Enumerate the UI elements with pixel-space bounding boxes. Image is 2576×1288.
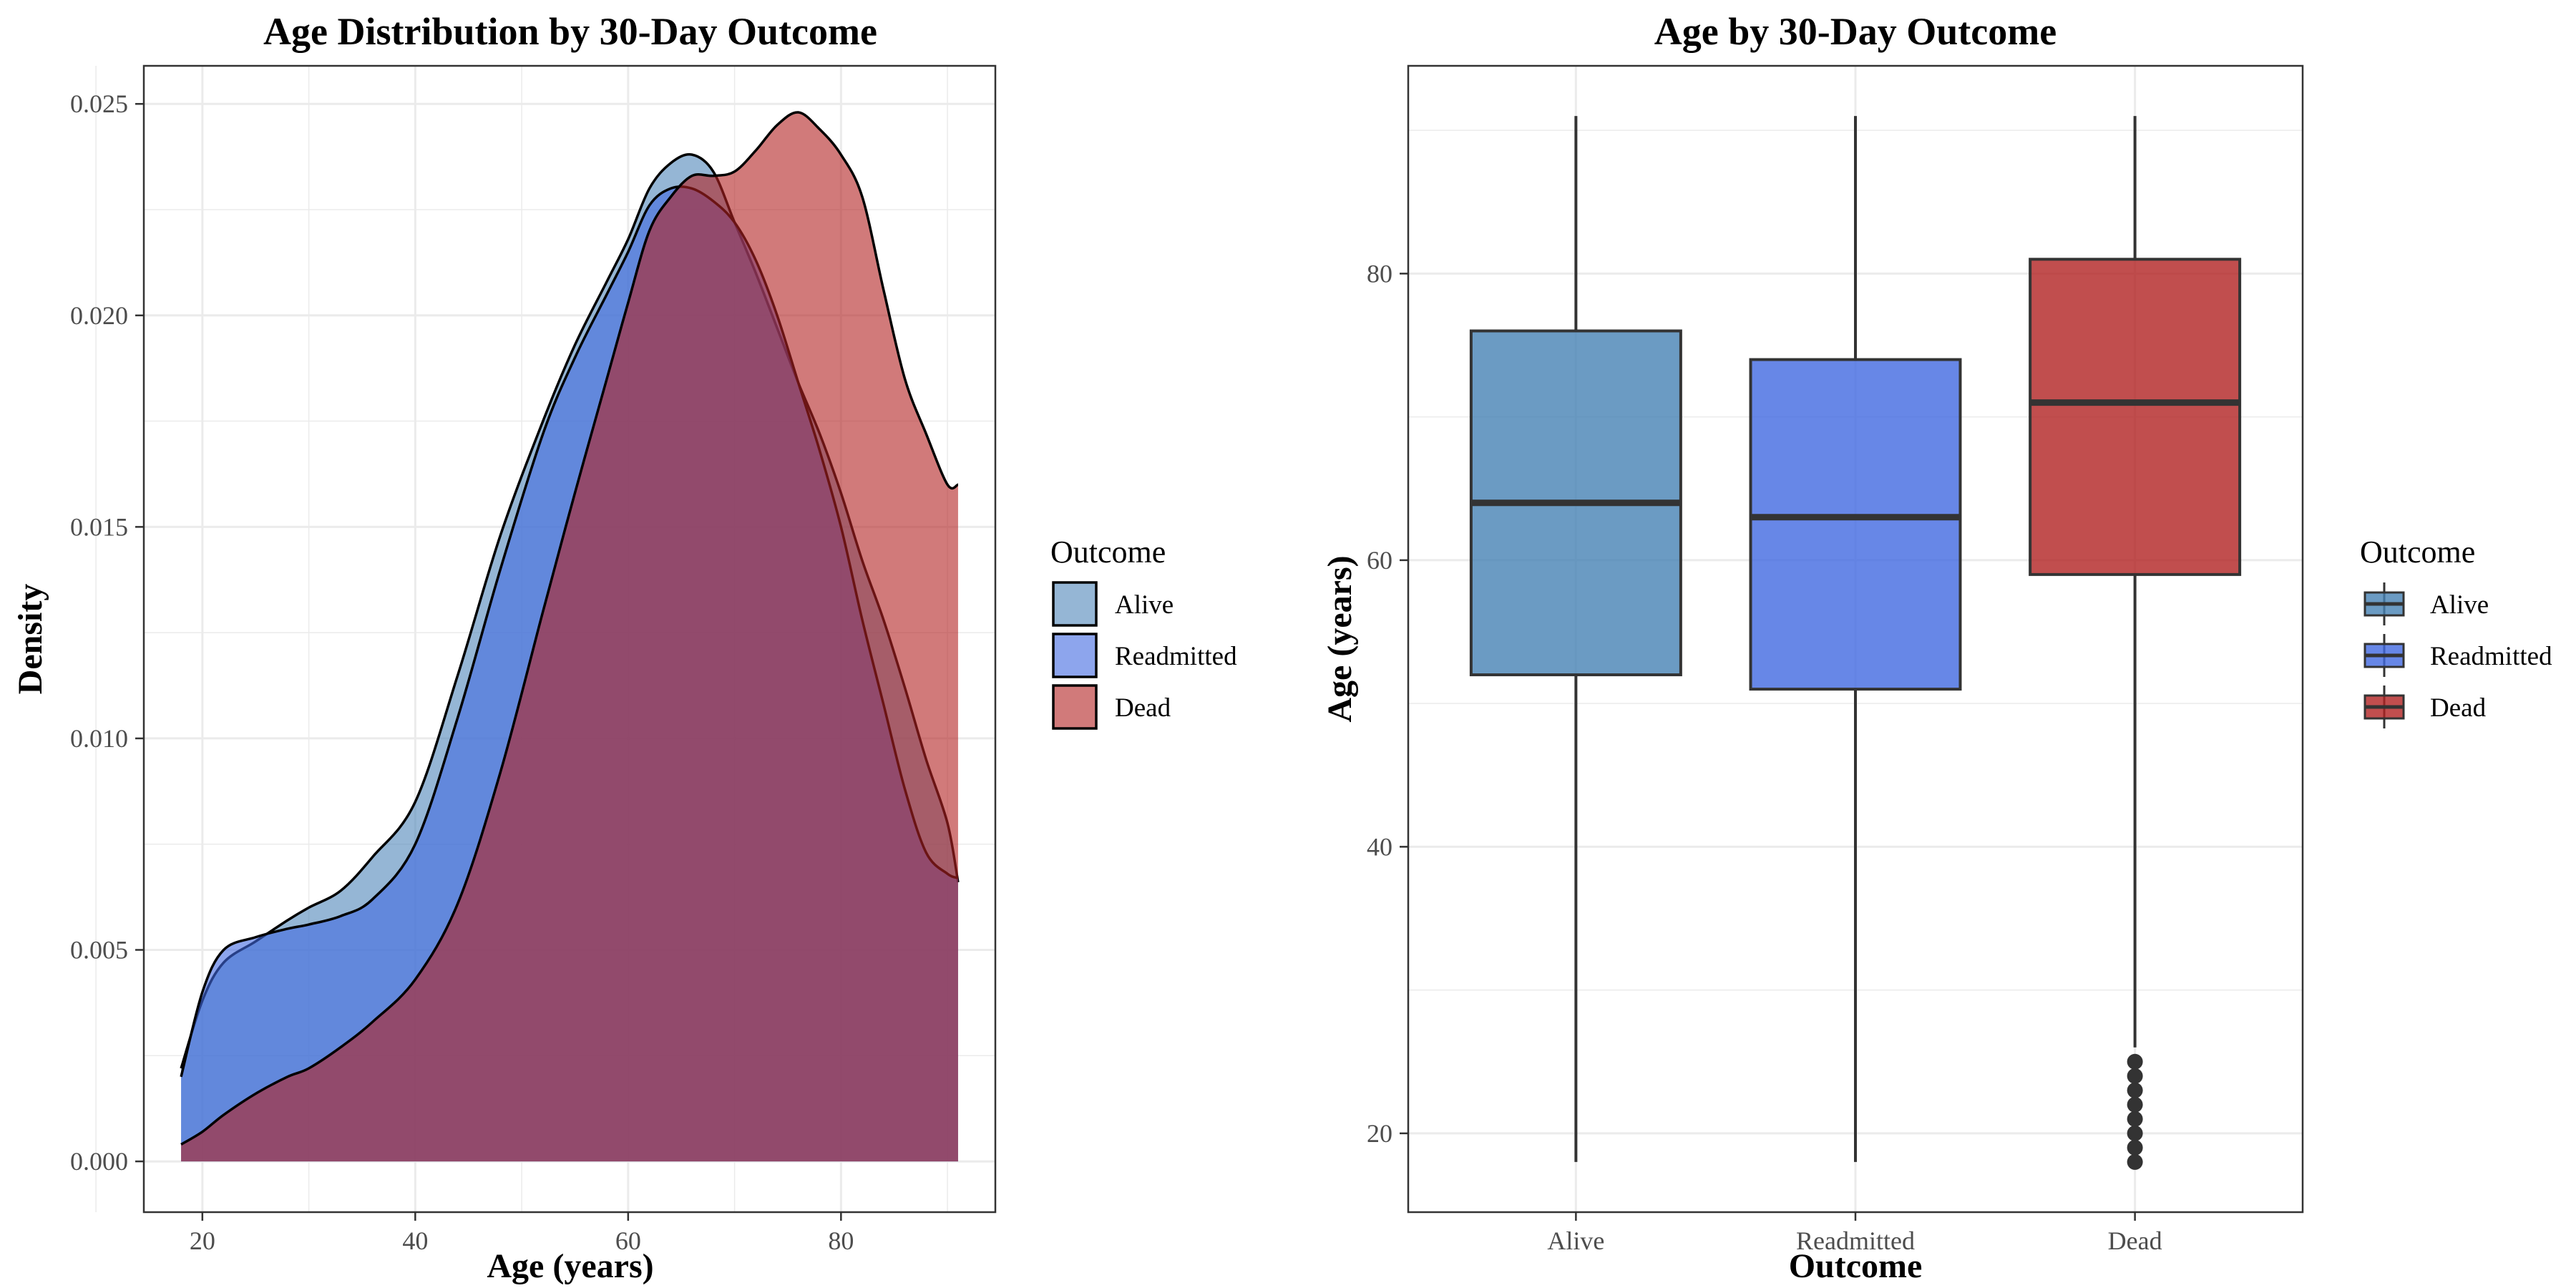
y-tick-label: 0.015 (70, 512, 128, 541)
density-x-ticks: 20 40 60 80 (190, 1212, 854, 1255)
x-tick-label: 20 (190, 1226, 215, 1255)
outlier-point (2127, 1111, 2143, 1127)
y-tick-label: 0.010 (70, 724, 128, 753)
x-tick-label: 40 (402, 1226, 428, 1255)
density-area-dead (181, 112, 958, 1162)
outlier-point (2127, 1139, 2143, 1156)
y-tick-label: 60 (1367, 546, 1392, 575)
legend-key-readmitted (1052, 633, 1098, 678)
box-legend: Outcome Alive Readmitted Dead (2360, 535, 2552, 728)
density-y-axis-title: Density (11, 584, 49, 695)
density-y-ticks: 0.000 0.005 0.010 0.015 0.020 0.025 (70, 89, 144, 1176)
x-tick-label: 60 (615, 1226, 641, 1255)
box-chart: Age by 30-Day Outcome Alive Readmitted Dea… (1321, 10, 2552, 1285)
x-tick-label: Readmitted (1796, 1226, 1915, 1255)
box-iqr (2029, 258, 2242, 576)
outlier-point (2127, 1082, 2143, 1098)
box-iqr (1749, 358, 1962, 691)
outlier-point (2127, 1125, 2143, 1141)
box-readmitted (1749, 116, 1962, 1162)
outlier-point (2127, 1153, 2143, 1170)
outlier-point (2127, 1068, 2143, 1084)
density-line-dead (180, 111, 959, 1146)
legend-label-dead: Dead (2430, 693, 2487, 723)
outlier-point (2127, 1096, 2143, 1113)
box-y-axis-title: Age (years) (1321, 555, 1359, 722)
density-chart-title: Age Distribution by 30-Day Outcome (263, 10, 877, 53)
density-plot-border (142, 64, 997, 1214)
y-tick-label: 20 (1367, 1119, 1392, 1148)
box-chart-title: Age by 30-Day Outcome (1654, 10, 2057, 53)
legend-label-dead: Dead (1115, 693, 1171, 723)
box-legend-title: Outcome (2360, 535, 2475, 570)
y-tick-label: 0.005 (70, 935, 128, 964)
box-x-ticks: Alive Readmitted Dead (1547, 1212, 2162, 1255)
legend-label-readmitted: Readmitted (1115, 642, 1237, 671)
box-marks (1469, 116, 2242, 1170)
density-chart: Age Distribution by 30-Day Outcome 20 40 6… (11, 10, 1237, 1285)
legend-label-alive: Alive (1115, 590, 1174, 620)
outlier-point (2127, 1053, 2143, 1070)
legend-key-dead (1052, 684, 1098, 730)
density-areas (180, 111, 960, 1162)
y-tick-label: 0.025 (70, 89, 128, 118)
density-x-axis-title: Age (years) (487, 1247, 653, 1285)
box-y-ticks: 20 40 60 80 (1367, 259, 1408, 1148)
legend-key-alive (1052, 581, 1098, 627)
density-legend-title: Outcome (1050, 535, 1166, 570)
density-legend: Outcome Alive Readmitted Dead (1050, 535, 1237, 730)
legend-label-readmitted: Readmitted (2430, 642, 2552, 671)
legend-label-alive: Alive (2430, 590, 2489, 620)
box-alive (1469, 116, 1682, 1162)
x-tick-label: Alive (1547, 1226, 1604, 1255)
box-x-axis-title: Outcome (1789, 1247, 1923, 1285)
y-tick-label: 40 (1367, 832, 1392, 861)
x-tick-label: 80 (828, 1226, 854, 1255)
y-tick-label: 0.000 (70, 1147, 128, 1176)
y-tick-label: 0.020 (70, 301, 128, 330)
x-tick-label: Dead (2108, 1226, 2162, 1255)
box-dead (2029, 116, 2242, 1170)
y-tick-label: 80 (1367, 259, 1392, 288)
